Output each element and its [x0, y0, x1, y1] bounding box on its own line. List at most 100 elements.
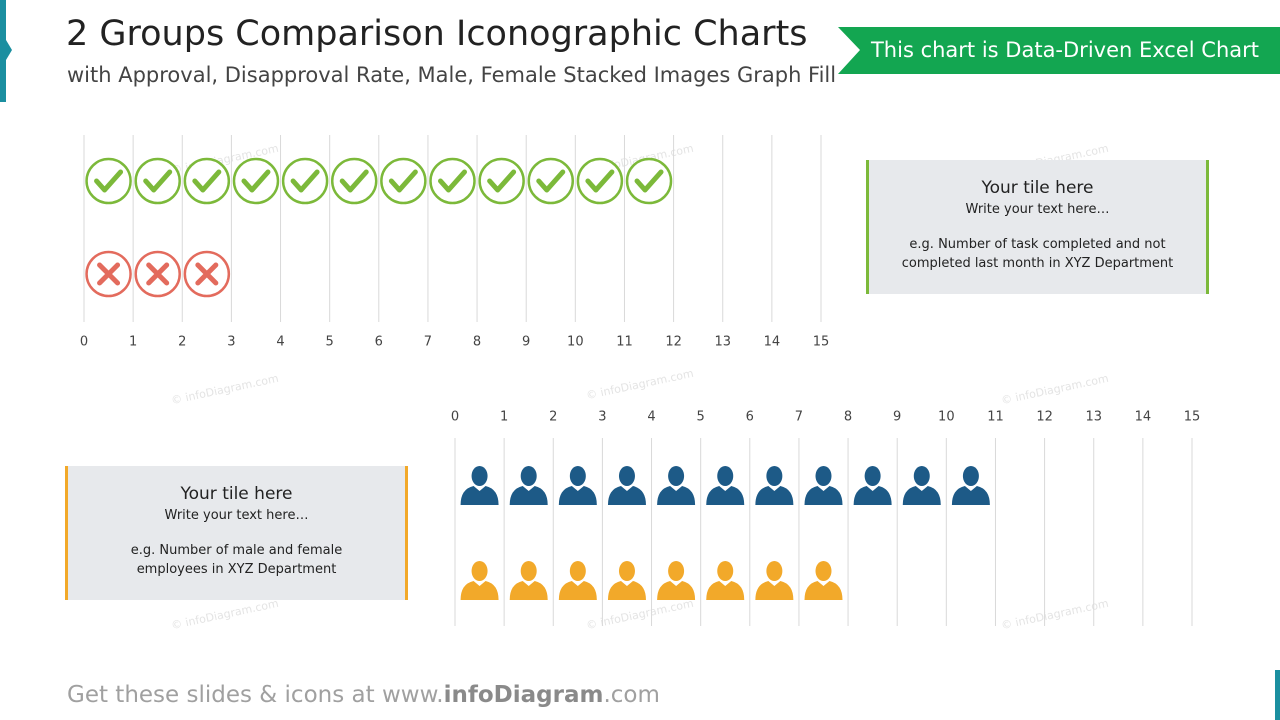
x-tick-label: 15 [813, 335, 830, 350]
icon-check [241, 169, 271, 193]
icon-head [471, 561, 488, 581]
icon-check [94, 169, 124, 193]
icon-check [585, 169, 615, 193]
x-tick-label: 1 [500, 410, 508, 425]
x-tick-label: 2 [178, 335, 186, 350]
footer-brand: infoDiagram [443, 682, 604, 708]
subtitle: with Approval, Disapproval Rate, Male, F… [67, 63, 837, 87]
accent-bar [0, 0, 6, 102]
x-tick-label: 5 [326, 335, 334, 350]
x-tick-label: 4 [276, 335, 284, 350]
badge: This chart is Data-Driven Excel Chart [870, 38, 1259, 62]
footer-suffix: .com [603, 682, 660, 708]
icon-head [962, 466, 979, 486]
icon-body [558, 581, 597, 600]
box-title: Your tile here [180, 484, 293, 504]
icon-head [668, 561, 685, 581]
x-tick-label: 9 [893, 410, 901, 425]
x-tick-label: 14 [764, 335, 781, 350]
box-text: Write your text here… [164, 508, 309, 523]
icon-body [804, 486, 843, 505]
icon-check [388, 169, 418, 193]
icon-check [438, 169, 467, 193]
x-tick-label: 12 [665, 335, 682, 350]
icon-check [634, 169, 664, 193]
x-tick-label: 7 [795, 410, 803, 425]
icon-ring [85, 157, 132, 205]
x-tick-label: 14 [1135, 410, 1152, 425]
icon-head [717, 466, 734, 486]
x-tick-label: 12 [1036, 410, 1053, 425]
x-tick-label: 0 [80, 335, 88, 350]
icon-body [902, 486, 941, 505]
icon-body [706, 581, 745, 600]
icon-head [815, 561, 832, 581]
icon-head [717, 561, 734, 581]
icon-body [804, 581, 843, 600]
x-tick-label: 10 [938, 410, 955, 425]
x-tick-label: 15 [1184, 410, 1201, 425]
x-tick-label: 3 [227, 335, 235, 350]
x-tick-label: 7 [424, 335, 432, 350]
icon-head [618, 466, 635, 486]
x-tick-label: 5 [697, 410, 705, 425]
x-tick-label: 11 [987, 410, 1004, 425]
watermark: © infoDiagram.com [585, 367, 695, 402]
x-tick-label: 1 [129, 335, 137, 350]
icon-body [509, 486, 548, 505]
icon-ring [281, 157, 329, 205]
icon-head [913, 466, 930, 486]
icon-head [766, 466, 783, 486]
x-tick-label: 8 [473, 335, 481, 350]
icon-body [607, 486, 646, 505]
watermark: © infoDiagram.com [1000, 372, 1110, 407]
x-tick-label: 13 [714, 335, 731, 350]
icon-body [460, 486, 499, 505]
footer-prefix: Get these slides & icons at www. [67, 682, 444, 708]
x-tick-label: 11 [616, 335, 633, 350]
x-tick-label: 2 [549, 410, 557, 425]
icon-ring [232, 157, 280, 205]
watermark: © infoDiagram.com [585, 597, 695, 632]
icon-row [460, 561, 843, 600]
icon-head [569, 561, 586, 581]
icon-check [536, 169, 566, 193]
icon-ring [429, 157, 476, 205]
icon-body [755, 486, 794, 505]
icon-ring [527, 157, 575, 205]
x-tick-label: 0 [451, 410, 459, 425]
x-tick-label: 10 [567, 335, 584, 350]
icon-check [192, 169, 222, 193]
icon-check [290, 169, 320, 193]
icon-head [520, 466, 537, 486]
x-tick-label: 13 [1085, 410, 1102, 425]
x-tick-label: 6 [746, 410, 754, 425]
text-box: Your tile here Write your text here… e.g… [65, 466, 408, 600]
icon-body [951, 486, 990, 505]
icon-head [569, 466, 586, 486]
icon-head [471, 466, 488, 486]
icon-head [618, 561, 635, 581]
icon-ring [183, 157, 231, 205]
icon-body [558, 486, 597, 505]
x-tick-label: 6 [375, 335, 383, 350]
icon-head [668, 466, 685, 486]
icon-check [487, 169, 517, 193]
accent-arrow [6, 40, 12, 60]
box-note: e.g. Number of task completed and not co… [901, 237, 1174, 271]
icon-head [815, 466, 832, 486]
icon-ring [576, 157, 624, 205]
icon-body [509, 581, 548, 600]
icon-body [853, 486, 892, 505]
icon-check [339, 169, 369, 193]
icon-head [520, 561, 537, 581]
accent-bar [1275, 670, 1280, 720]
icon-ring [330, 157, 378, 205]
icon-ring [380, 157, 427, 205]
x-tick-label: 4 [647, 410, 655, 425]
icon-head [864, 466, 881, 486]
watermark: © infoDiagram.com [170, 372, 280, 407]
icon-body [755, 581, 794, 600]
